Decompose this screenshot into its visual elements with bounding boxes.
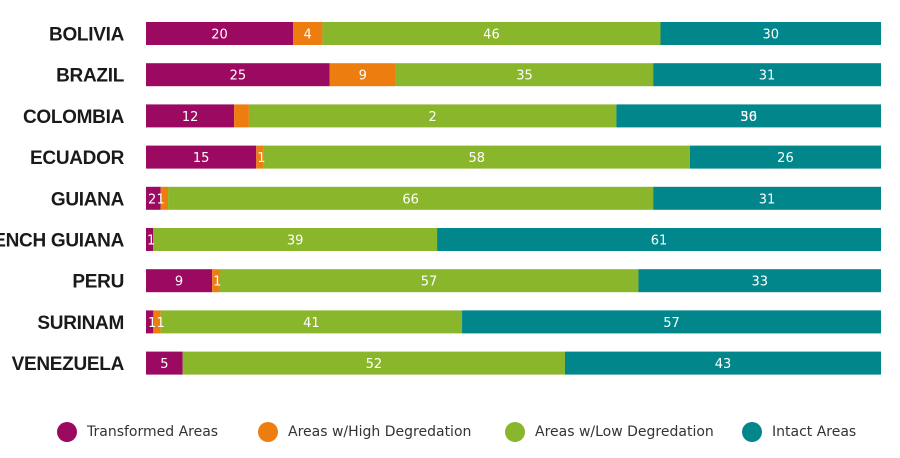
bar-segment-peru-areas-w-low-degredation xyxy=(219,269,639,293)
bar-segment-surinam-areas-w-high-degredation xyxy=(153,310,161,334)
value-label-brazil-1: 9 xyxy=(359,69,367,84)
category-label-brazil: BRAZIL xyxy=(56,66,125,87)
value-label-colombia-4: 36 xyxy=(740,110,757,125)
value-label-brazil-2: 35 xyxy=(516,69,533,84)
bar-segment-colombia-transformed-areas xyxy=(146,104,235,128)
value-label-ecuador-0: 15 xyxy=(193,151,210,166)
category-label-surinam: SURINAM xyxy=(37,313,124,334)
bar-segment-guiana-transformed-areas xyxy=(146,186,161,210)
bar-segment-venezuela-transformed-areas xyxy=(146,351,183,375)
value-label-surinam-2: 41 xyxy=(303,316,320,331)
bar-segment-french-guiana-areas-w-low-degredation xyxy=(153,228,438,251)
value-label-venezuela-2: 52 xyxy=(366,357,383,372)
category-label-venezuela: VENEZUELA xyxy=(12,354,125,375)
bar-segment-peru-intact-areas xyxy=(638,269,881,293)
value-label-guiana-0: 2 xyxy=(148,192,156,207)
legend-item-intact-areas: Intact Areas xyxy=(742,418,856,446)
bar-segment-brazil-intact-areas xyxy=(653,63,881,87)
legend-swatch-areas-w-high-degredation xyxy=(258,422,278,442)
category-label-colombia: COLOMBIA xyxy=(23,107,125,128)
legend-item-areas-w-high-degredation: Areas w/High Degredation xyxy=(258,418,471,446)
bar-segment-peru-areas-w-high-degredation xyxy=(212,269,220,293)
category-label-bolivia: BOLIVIA xyxy=(49,25,125,46)
bar-segment-brazil-areas-w-high-degredation xyxy=(329,63,396,87)
legend-swatch-intact-areas xyxy=(742,422,762,442)
legend-label-intact-areas: Intact Areas xyxy=(772,424,857,440)
legend-swatch-areas-w-low-degredation xyxy=(505,422,525,442)
legend-label-areas-w-low-degredation: Areas w/Low Degredation xyxy=(535,424,714,440)
bar-segment-brazil-transformed-areas xyxy=(146,63,330,87)
bar-segment-venezuela-intact-areas xyxy=(564,351,881,375)
value-label-bolivia-2: 46 xyxy=(483,28,500,43)
value-label-surinam-1: 1 xyxy=(157,316,165,331)
bar-segment-surinam-areas-w-low-degredation xyxy=(160,310,463,334)
bar-segment-peru-transformed-areas xyxy=(146,269,213,293)
legend-label-transformed-areas: Transformed Areas xyxy=(87,424,219,440)
legend-swatch-transformed-areas xyxy=(57,422,77,442)
bar-segment-surinam-transformed-areas xyxy=(146,310,154,334)
bar-segment-guiana-intact-areas xyxy=(653,186,881,210)
value-label-brazil-3: 31 xyxy=(759,69,776,84)
category-labels-layer: BOLIVIA BRAZIL COLOMBIA ECUADOR GUIANA FRENCH… xyxy=(0,25,125,376)
category-label-peru: PERU xyxy=(72,272,124,293)
bar-segment-bolivia-areas-w-low-degredation xyxy=(322,22,661,45)
value-label-peru-2: 57 xyxy=(421,275,438,290)
value-label-colombia-2: 2 xyxy=(429,110,437,125)
category-label-ecuador: ECUADOR xyxy=(30,148,125,169)
value-label-french-guiana-0: 1 xyxy=(147,234,155,249)
bar-segment-french-guiana-intact-areas xyxy=(437,228,881,251)
bar-segment-colombia-areas-w-high-degredation xyxy=(234,104,249,128)
value-label-bolivia-1: 4 xyxy=(304,28,312,43)
value-label-french-guiana-3: 61 xyxy=(651,234,668,249)
value-label-guiana-1: 1 xyxy=(157,192,165,207)
value-label-ecuador-3: 26 xyxy=(777,151,794,166)
bar-segment-ecuador-intact-areas xyxy=(689,145,881,169)
value-label-peru-3: 33 xyxy=(751,275,768,290)
value-label-peru-0: 9 xyxy=(175,275,183,290)
value-label-peru-1: 1 xyxy=(213,275,221,290)
value-label-guiana-3: 31 xyxy=(759,192,776,207)
value-label-surinam-0: 1 xyxy=(148,316,156,331)
legend-item-areas-w-low-degredation: Areas w/Low Degredation xyxy=(505,418,714,446)
value-label-colombia-0: 12 xyxy=(182,110,199,125)
value-label-brazil-0: 25 xyxy=(230,69,247,84)
bar-segment-colombia-areas-w-low-degredation xyxy=(248,104,617,128)
bar-segment-french-guiana-transformed-areas xyxy=(146,228,154,251)
value-label-venezuela-3: 43 xyxy=(715,357,732,372)
category-label-french-guiana: FRENCH GUIANA xyxy=(0,231,125,252)
bar-segment-bolivia-transformed-areas xyxy=(146,22,293,45)
value-label-guiana-2: 66 xyxy=(402,192,419,207)
bar-segment-bolivia-intact-areas xyxy=(660,22,881,45)
legend-item-transformed-areas: Transformed Areas xyxy=(57,418,218,446)
value-label-venezuela-0: 5 xyxy=(160,357,168,372)
bar-segment-bolivia-areas-w-high-degredation xyxy=(293,22,323,45)
bar-segment-ecuador-areas-w-low-degredation xyxy=(263,145,690,169)
bar-segment-guiana-areas-w-low-degredation xyxy=(168,186,654,210)
value-label-colombia-3: 50 xyxy=(740,110,757,125)
bar-segment-ecuador-transformed-areas xyxy=(146,145,257,169)
legend: Transformed Areas Areas w/High Degredatio… xyxy=(0,418,900,446)
value-label-bolivia-0: 20 xyxy=(211,28,228,43)
bar-segment-colombia-intact-areas xyxy=(616,104,881,128)
value-label-ecuador-2: 58 xyxy=(468,151,485,166)
legend-label-areas-w-high-degredation: Areas w/High Degredation xyxy=(288,424,472,440)
value-label-french-guiana-2: 39 xyxy=(287,234,304,249)
bar-segment-surinam-intact-areas xyxy=(462,310,881,334)
value-label-bolivia-3: 30 xyxy=(762,28,779,43)
bar-segment-brazil-areas-w-low-degredation xyxy=(395,63,654,87)
value-label-ecuador-1: 1 xyxy=(257,151,265,166)
value-label-surinam-3: 57 xyxy=(663,316,680,331)
bar-segment-ecuador-areas-w-high-degredation xyxy=(256,145,264,169)
bars-layer xyxy=(146,22,881,375)
bar-segment-venezuela-areas-w-low-degredation xyxy=(182,351,565,375)
category-label-guiana: GUIANA xyxy=(51,189,125,210)
bar-segment-guiana-areas-w-high-degredation xyxy=(160,186,169,210)
